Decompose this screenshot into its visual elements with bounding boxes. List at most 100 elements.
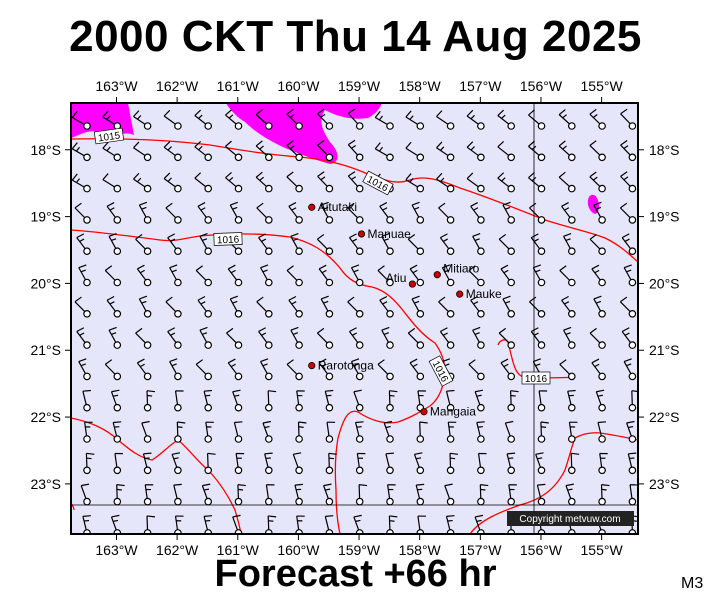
wind-barb [530, 327, 546, 349]
wind-barb [502, 201, 516, 224]
place-label: Mitiaro [443, 262, 479, 276]
place-label: Atiu [386, 271, 407, 285]
wind-barb [225, 109, 243, 130]
wind-barb [589, 171, 606, 193]
wind-barb [292, 452, 303, 475]
wind-barb [78, 358, 91, 381]
wind-barb [194, 172, 213, 193]
wind-barb [623, 358, 637, 381]
wind-barb [199, 326, 213, 349]
wind-barb [374, 110, 394, 130]
wind-barb [537, 390, 548, 412]
wind-barb [264, 452, 273, 475]
wind-barb [589, 233, 606, 256]
wind-barb [295, 390, 305, 412]
wind-barb [225, 140, 243, 162]
wind-barb [82, 389, 91, 412]
wind-barb [381, 233, 394, 256]
model-code: M3 [681, 575, 704, 592]
wind-barb [470, 295, 485, 318]
wind-barb [535, 452, 546, 475]
place-marker: Mangaia [420, 405, 476, 419]
lon-label-top: 160°W [277, 78, 320, 94]
wind-barb [620, 171, 637, 193]
wind-barb [504, 420, 516, 443]
wind-barb [320, 295, 334, 318]
lon-label-top: 159°W [338, 78, 381, 94]
wind-barb [264, 390, 277, 412]
wind-barb [325, 452, 337, 475]
wind-barb [104, 265, 122, 287]
wind-barb [136, 358, 152, 381]
map-background [71, 103, 638, 534]
wind-barb [377, 359, 394, 381]
wind-barb [502, 295, 516, 318]
wind-barb [318, 358, 334, 381]
wind-barb [347, 202, 364, 224]
wind-barb [102, 173, 122, 193]
wind-barb [174, 515, 184, 534]
place-marker: Manuae [357, 227, 411, 241]
wind-barb [108, 233, 122, 256]
wind-barb [106, 202, 122, 224]
wind-barb [110, 389, 122, 412]
lon-label-bottom: 155°W [581, 542, 624, 558]
wind-barb [232, 389, 243, 412]
wind-barb [141, 420, 152, 443]
wind-barb [528, 140, 546, 162]
wind-barb [317, 108, 334, 130]
place-label: Rarotonga [318, 359, 374, 373]
wind-barb [621, 327, 637, 349]
wind-barb [260, 358, 273, 381]
wind-barb [258, 233, 273, 256]
wind-barb [563, 326, 576, 349]
wind-barb [474, 514, 485, 534]
lon-label-bottom: 157°W [459, 542, 502, 558]
isobar-line [469, 432, 638, 534]
wind-barb [439, 327, 455, 349]
wind-barb [286, 108, 303, 130]
place-dot [308, 203, 316, 211]
wind-barb [529, 296, 546, 318]
wind-barb [619, 202, 637, 224]
place-dot [408, 280, 417, 288]
wind-barb [255, 140, 273, 162]
lat-label-left: 20°S [30, 275, 61, 291]
wind-barb [405, 141, 425, 162]
wind-barb [350, 358, 364, 381]
wind-barb [142, 452, 152, 475]
wind-barb [317, 171, 334, 193]
wind-barb [355, 452, 366, 475]
svg-text:1016: 1016 [217, 235, 240, 247]
wind-barb [169, 264, 182, 287]
wind-barb [620, 139, 637, 162]
wind-barb [71, 110, 91, 130]
lat-label-left: 18°S [30, 142, 61, 158]
wind-barb [255, 171, 273, 193]
place-label: Mauke [466, 287, 502, 301]
wind-barb [194, 140, 213, 162]
wind-barb [165, 296, 182, 318]
wind-barb [195, 359, 213, 381]
wind-barb [407, 233, 425, 256]
wind-barb [135, 233, 152, 256]
wind-barb [71, 173, 91, 193]
wind-barb [405, 173, 425, 193]
isobar-line [71, 138, 638, 263]
wind-barb [627, 452, 637, 475]
wind-barb [532, 264, 546, 287]
wind-barb [598, 452, 608, 475]
lon-label-bottom: 163°W [95, 542, 138, 558]
map-frame [70, 102, 639, 535]
copyright-text: Copyright metvuw.com [519, 514, 620, 525]
wind-barb [104, 359, 122, 381]
wind-barb [415, 483, 425, 506]
wind-barb [506, 452, 516, 475]
wind-barb [203, 389, 213, 412]
wind-barb [76, 233, 91, 256]
wind-barb [255, 109, 273, 130]
lon-label-bottom: 160°W [277, 542, 320, 558]
lat-label-right: 21°S [649, 342, 680, 358]
lat-label-right: 20°S [649, 275, 680, 291]
wind-barb [595, 389, 606, 412]
